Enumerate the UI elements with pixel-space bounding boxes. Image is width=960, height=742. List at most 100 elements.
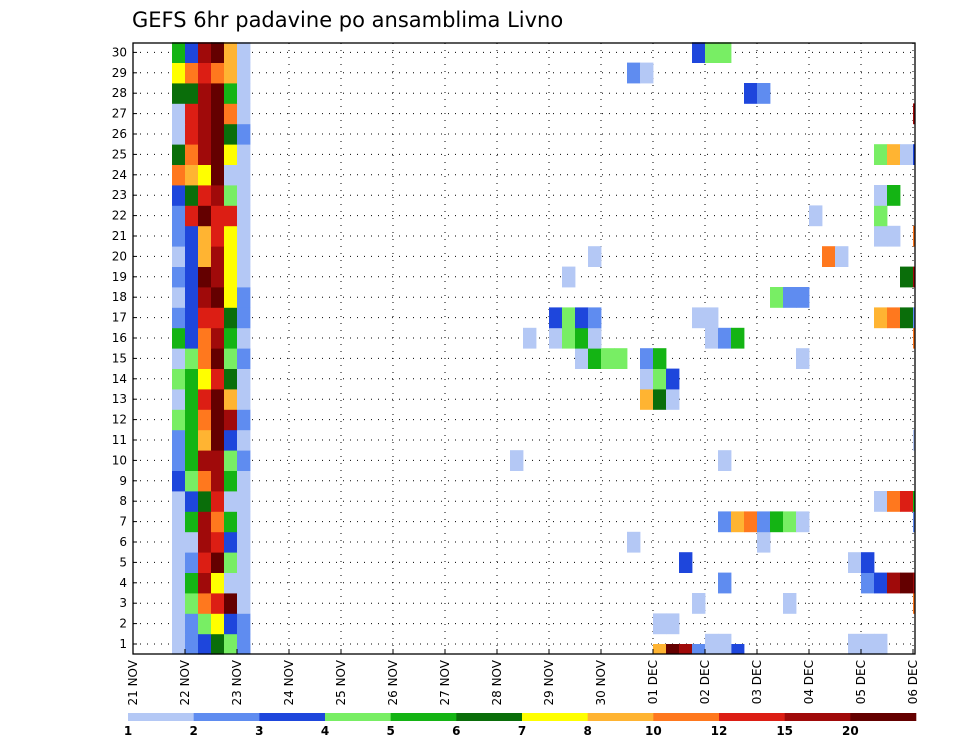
legend-label: 7 [518,724,526,738]
heatmap-cell [640,389,654,410]
heatmap-cell [198,287,212,308]
legend-swatch [719,713,785,721]
heatmap-cell [874,572,888,594]
heatmap-cell [224,144,238,165]
heatmap-cell [900,144,914,165]
chart-title: GEFS 6hr padavine po ansamblima Livno [132,8,563,32]
heatmap-cell [718,633,732,655]
heatmap-cell [185,531,199,553]
heatmap-cell [913,572,916,594]
legend-label: 5 [386,724,394,738]
y-tick-label: 25 [112,147,127,161]
x-tick-label: 27 NOV [438,659,452,705]
heatmap-cell [237,389,251,410]
heatmap-cell [211,246,225,267]
heatmap-cell [172,450,186,471]
heatmap-cell [237,511,251,533]
heatmap-cell [705,633,719,655]
heatmap-cell [237,225,251,247]
heatmap-cell [692,307,706,329]
heatmap-cell [224,613,238,635]
heatmap-cell [913,266,916,288]
heatmap-cell [198,572,212,594]
y-tick-label: 5 [119,555,127,569]
x-tick-label: 02 DEC [698,660,712,704]
heatmap-cell [224,491,238,512]
legend-swatch [259,713,326,721]
heatmap-cell [211,287,225,308]
heatmap-cell [185,307,199,329]
legend-label: 3 [255,724,263,738]
heatmap-cell [185,123,199,145]
x-tick-label: 06 DEC [906,660,920,704]
heatmap-cell [575,307,589,329]
heatmap-cell [185,62,199,84]
heatmap-cell [198,409,212,431]
heatmap-cell [185,287,199,308]
y-tick-label: 22 [112,209,127,223]
heatmap-cell [562,307,576,329]
heatmap-cell [718,327,732,349]
legend-label: 10 [645,724,662,738]
heatmap-cell [224,368,238,390]
heatmap-cell [679,644,693,655]
heatmap-cell [185,368,199,390]
heatmap-cell [913,327,916,349]
heatmap-cell [211,633,225,655]
heatmap-cell [237,552,251,573]
heatmap-cell [237,185,251,206]
y-tick-label: 29 [112,66,127,80]
heatmap-cell [211,368,225,390]
legend-swatch [587,713,654,721]
heatmap-cell [887,185,901,206]
heatmap-cell [718,42,732,63]
heatmap-cell [900,572,914,594]
heatmap-cell [224,511,238,533]
heatmap-cell [185,246,199,267]
heatmap-cell [211,144,225,165]
x-tick-label: 30 NOV [594,659,608,705]
heatmap-cell [211,83,225,104]
heatmap-cell [237,307,251,329]
heatmap-cell [692,42,706,63]
heatmap-cell [198,633,212,655]
heatmap-cell [185,348,199,369]
heatmap-cell [224,103,238,125]
y-tick-label: 3 [119,596,127,610]
x-tick-label: 28 NOV [490,659,504,705]
y-tick-label: 30 [112,45,127,59]
heatmap-cell [874,185,888,206]
heatmap-cell [237,103,251,125]
heatmap-cell [224,450,238,471]
y-axis: 1234567891011121314151617181920212223242… [112,45,137,651]
heatmap-cell [185,266,199,288]
heatmap-cell [887,572,901,594]
heatmap-cell [211,327,225,349]
heatmap-cell [757,83,771,104]
legend-label: 8 [583,724,591,738]
heatmap-cell [211,593,225,614]
heatmap-cell [211,348,225,369]
heatmap-cell [185,450,199,471]
heatmap-cell [237,266,251,288]
heatmap-cell [666,368,680,390]
y-tick-label: 28 [112,86,127,100]
heatmap-cell [198,491,212,512]
heatmap-cell [198,266,212,288]
heatmap-cell [185,164,199,186]
heatmap-cell [224,266,238,288]
heatmap-cell [172,531,186,553]
heatmap-cell [198,62,212,84]
x-tick-label: 26 NOV [386,659,400,705]
heatmap-cell [718,511,732,533]
heatmap-cell [198,246,212,267]
x-tick-label: 22 NOV [178,659,192,705]
heatmap-cell [757,511,771,533]
heatmap-cell [198,450,212,471]
heatmap-cell [211,307,225,329]
y-tick-label: 13 [112,392,127,406]
heatmap-cell [172,164,186,186]
heatmap-cell [796,511,810,533]
heatmap-cell [198,348,212,369]
heatmap-cell [913,307,916,329]
